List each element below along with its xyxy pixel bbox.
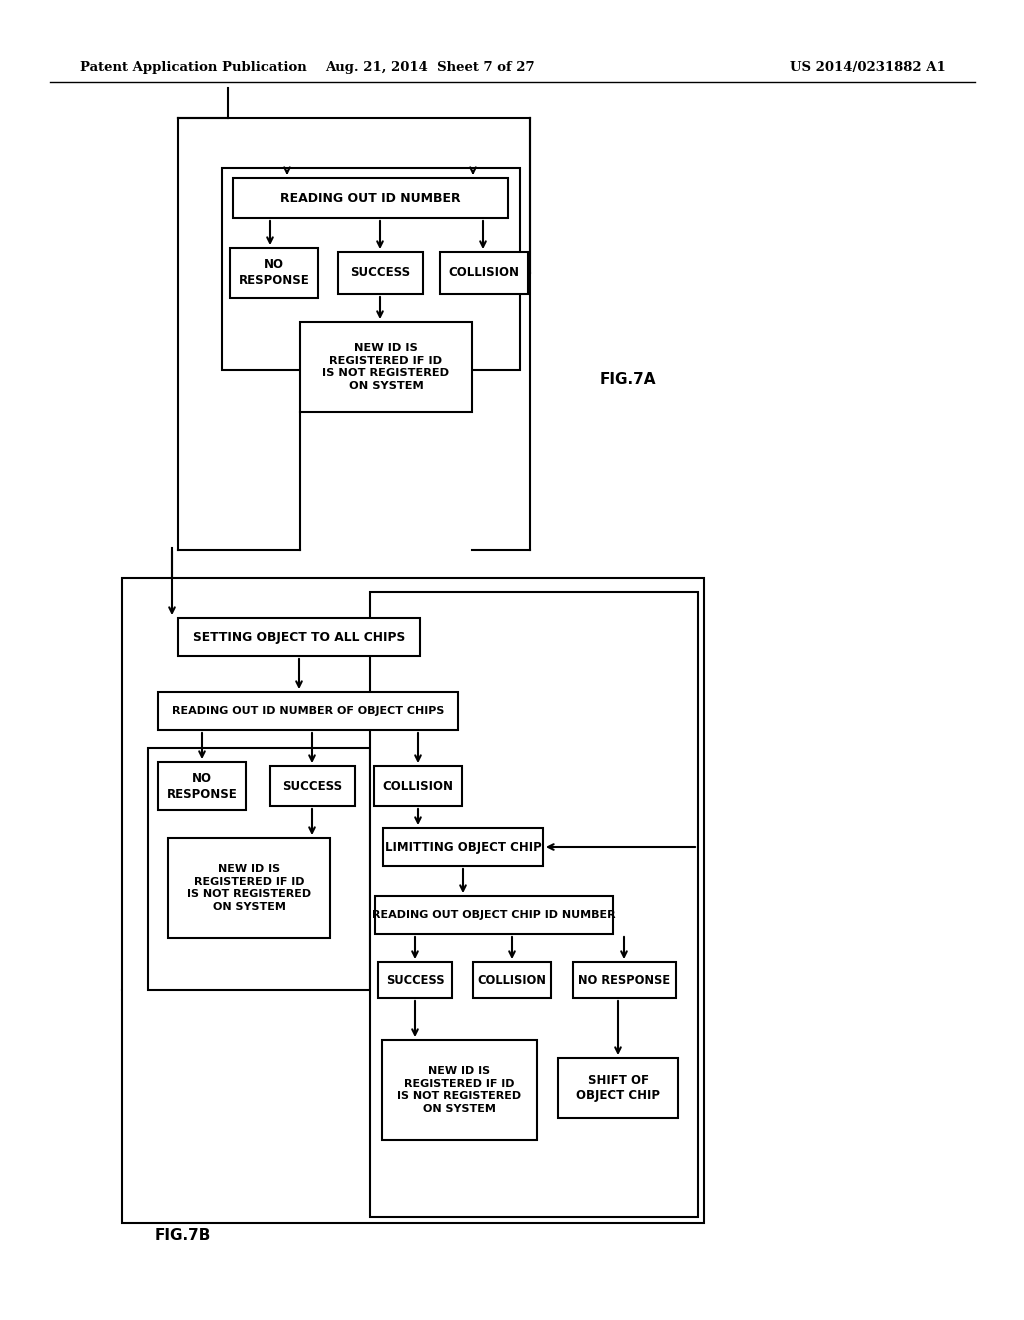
Text: READING OUT ID NUMBER OF OBJECT CHIPS: READING OUT ID NUMBER OF OBJECT CHIPS [172, 706, 444, 715]
Text: COLLISION: COLLISION [383, 780, 454, 792]
Text: NEW ID IS
REGISTERED IF ID
IS NOT REGISTERED
ON SYSTEM: NEW ID IS REGISTERED IF ID IS NOT REGIST… [187, 865, 311, 912]
Bar [558, 1059, 678, 1118]
Text: FIG.7B: FIG.7B [155, 1228, 211, 1242]
Text: READING OUT OBJECT CHIP ID NUMBER: READING OUT OBJECT CHIP ID NUMBER [372, 909, 615, 920]
Bar [168, 838, 330, 939]
Bar [374, 766, 462, 807]
Bar [158, 762, 246, 810]
Text: NEW ID IS
REGISTERED IF ID
IS NOT REGISTERED
ON SYSTEM: NEW ID IS REGISTERED IF ID IS NOT REGIST… [397, 1067, 521, 1114]
Text: READING OUT ID NUMBER: READING OUT ID NUMBER [281, 191, 461, 205]
Text: SUCCESS: SUCCESS [386, 974, 444, 986]
Bar [473, 962, 551, 998]
Bar [230, 248, 318, 298]
Bar [178, 618, 420, 656]
Bar [370, 591, 698, 1217]
Text: SETTING OBJECT TO ALL CHIPS: SETTING OBJECT TO ALL CHIPS [193, 631, 406, 644]
Bar [158, 692, 458, 730]
Text: NO RESPONSE: NO RESPONSE [579, 974, 671, 986]
Bar [378, 962, 452, 998]
Text: US 2014/0231882 A1: US 2014/0231882 A1 [790, 62, 946, 74]
Bar [233, 178, 508, 218]
Bar [338, 252, 423, 294]
Bar [375, 896, 613, 935]
Bar [440, 252, 528, 294]
Text: LIMITTING OBJECT CHIP: LIMITTING OBJECT CHIP [385, 841, 542, 854]
Text: SHIFT OF
OBJECT CHIP: SHIFT OF OBJECT CHIP [575, 1073, 660, 1102]
Text: COLLISION: COLLISION [449, 267, 519, 280]
Bar [382, 1040, 537, 1140]
Bar [270, 766, 355, 807]
Text: NO
RESPONSE: NO RESPONSE [239, 259, 309, 288]
Text: NEW ID IS
REGISTERED IF ID
IS NOT REGISTERED
ON SYSTEM: NEW ID IS REGISTERED IF ID IS NOT REGIST… [323, 343, 450, 391]
Bar [383, 828, 543, 866]
Text: Patent Application Publication: Patent Application Publication [80, 62, 307, 74]
Text: NO
RESPONSE: NO RESPONSE [167, 771, 238, 800]
Bar [222, 168, 520, 370]
Text: SUCCESS: SUCCESS [350, 267, 411, 280]
Bar [300, 322, 472, 412]
Bar [122, 578, 705, 1224]
Text: COLLISION: COLLISION [477, 974, 547, 986]
Text: Aug. 21, 2014  Sheet 7 of 27: Aug. 21, 2014 Sheet 7 of 27 [326, 62, 535, 74]
Text: SUCCESS: SUCCESS [283, 780, 343, 792]
Text: FIG.7A: FIG.7A [600, 372, 656, 388]
Bar [148, 748, 370, 990]
Bar [573, 962, 676, 998]
